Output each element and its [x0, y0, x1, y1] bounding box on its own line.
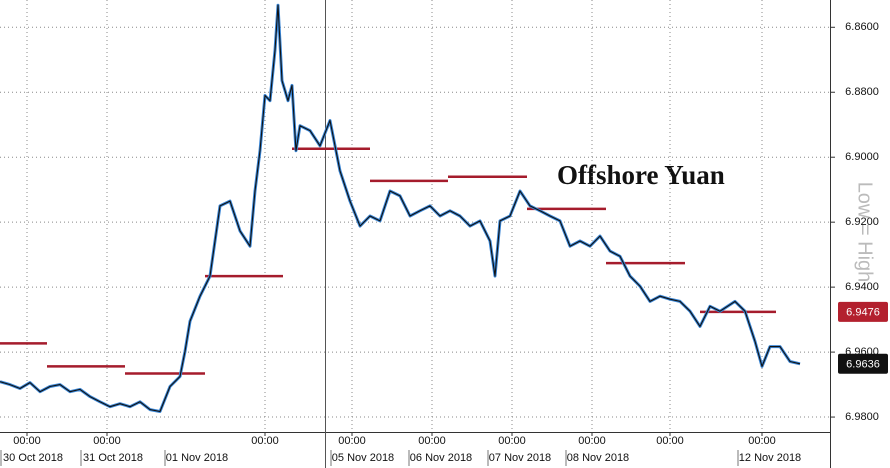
x-tick-label: 00:00 — [93, 435, 121, 447]
x-tick-label: 00:00 — [418, 435, 446, 447]
y-tick-label: 6.8800 — [845, 86, 879, 98]
x-tick-label: 00:00 — [748, 435, 776, 447]
price-tag-label: 6.9636 — [846, 359, 880, 371]
date-label: 06 Nov 2018 — [410, 452, 472, 464]
x-tick-label: 00:00 — [13, 435, 41, 447]
y-axis-label: Low = High — [854, 182, 876, 283]
price-tag-label: 6.9476 — [846, 307, 880, 319]
date-label: 08 Nov 2018 — [567, 452, 629, 464]
y-tick-label: 6.8600 — [845, 21, 879, 33]
x-tick-label: 00:00 — [251, 435, 279, 447]
price-tag — [838, 301, 888, 322]
x-tick-label: 00:00 — [498, 435, 526, 447]
y-tick-label: 6.9200 — [845, 216, 879, 228]
price-line — [0, 4, 801, 413]
price-tag — [838, 353, 888, 374]
date-label: 05 Nov 2018 — [332, 452, 394, 464]
annotation: Offshore Yuan — [557, 160, 725, 190]
x-tick-label: 00:00 — [578, 435, 606, 447]
date-label: 01 Nov 2018 — [166, 452, 228, 464]
y-tick-label: 6.9400 — [845, 281, 879, 293]
y-tick-label: 6.9800 — [845, 411, 879, 423]
date-label: 07 Nov 2018 — [489, 452, 551, 464]
y-tick-label: 6.9000 — [845, 151, 879, 163]
x-tick-label: 00:00 — [656, 435, 684, 447]
date-label: 12 Nov 2018 — [739, 452, 801, 464]
date-label: 31 Oct 2018 — [83, 452, 143, 464]
date-label: 30 Oct 2018 — [3, 452, 63, 464]
x-tick-label: 00:00 — [338, 435, 366, 447]
